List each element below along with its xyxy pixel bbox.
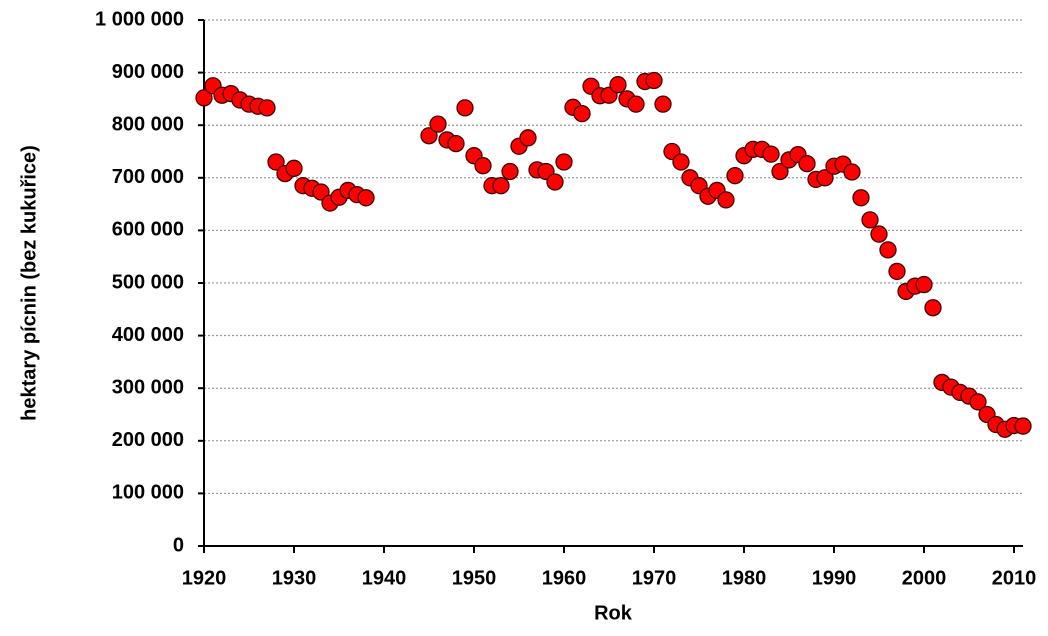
point	[519, 129, 537, 147]
x-tick-label: 1930	[272, 567, 317, 589]
point	[1014, 417, 1032, 435]
point	[915, 275, 933, 294]
y-tick-label: 500 000	[112, 271, 184, 293]
point	[429, 115, 447, 133]
y-tick-label: 800 000	[112, 113, 184, 135]
point	[285, 159, 303, 177]
point	[267, 153, 285, 171]
y-tick-label: 600 000	[112, 219, 184, 241]
x-tick-label: 1990	[812, 567, 857, 589]
point	[843, 163, 861, 181]
point	[357, 189, 375, 207]
point	[870, 225, 888, 243]
y-tick-label: 300 000	[112, 376, 184, 398]
x-tick-label: 2010	[992, 567, 1037, 589]
y-tick-label: 900 000	[112, 61, 184, 83]
y-axis-title: hektary pícnin (bez kukuřice)	[18, 145, 40, 421]
point	[726, 167, 744, 185]
x-tick-label: 1940	[362, 567, 407, 589]
point	[861, 211, 879, 229]
point	[609, 76, 627, 94]
point	[420, 127, 438, 145]
y-tick-label: 400 000	[112, 324, 184, 346]
point	[762, 145, 780, 163]
x-tick-label: 1960	[542, 567, 587, 589]
y-tick-label: 1 000 000	[95, 8, 184, 30]
point	[879, 241, 897, 259]
point	[573, 104, 591, 123]
point	[258, 99, 276, 117]
point	[645, 71, 663, 90]
x-axis-title: Rok	[594, 602, 633, 624]
point	[816, 169, 834, 187]
point	[924, 299, 942, 317]
point	[501, 162, 519, 181]
point	[546, 173, 564, 191]
x-tick-label: 1970	[632, 567, 677, 589]
x-tick-label: 1920	[182, 567, 227, 589]
y-tick-label: 100 000	[112, 482, 184, 504]
point	[717, 191, 735, 209]
y-tick-label: 0	[173, 534, 184, 556]
point	[492, 177, 510, 195]
point	[447, 134, 465, 153]
point	[555, 153, 573, 171]
point	[672, 153, 690, 171]
point	[888, 262, 906, 281]
x-tick-label: 2000	[902, 567, 947, 589]
point	[456, 99, 474, 117]
point	[798, 154, 816, 173]
x-tick-label: 1980	[722, 567, 767, 589]
y-tick-label: 200 000	[112, 429, 184, 451]
x-tick-label: 1950	[452, 567, 497, 589]
point	[771, 162, 789, 181]
point	[195, 89, 213, 107]
point	[627, 95, 645, 113]
point	[654, 95, 672, 113]
point	[852, 189, 870, 207]
point	[969, 393, 987, 411]
point	[474, 157, 492, 175]
y-tick-label: 700 000	[112, 166, 184, 188]
